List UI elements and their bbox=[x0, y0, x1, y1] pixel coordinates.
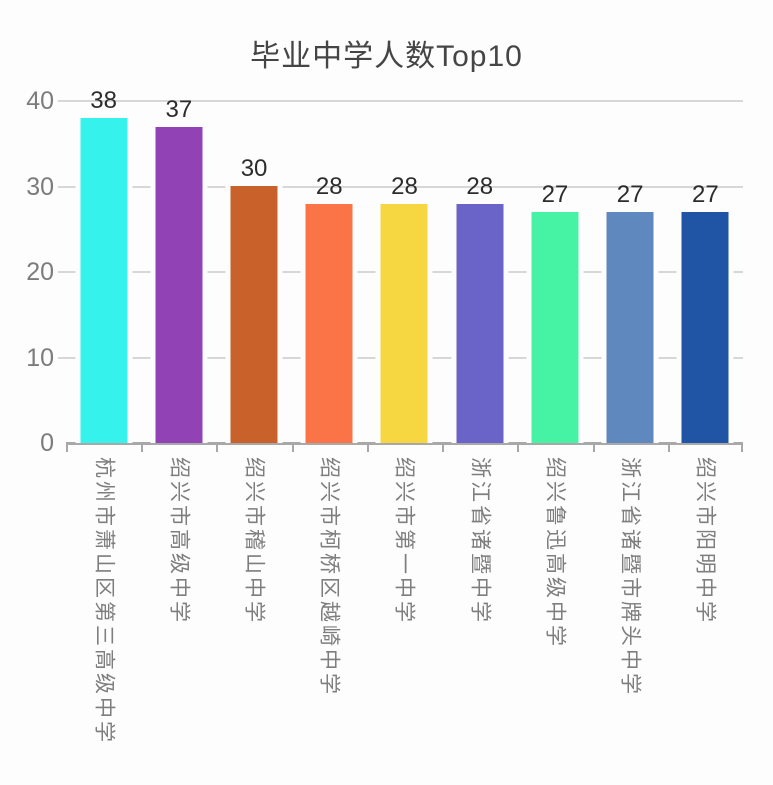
x-axis-tick bbox=[292, 444, 294, 452]
bar-1[interactable] bbox=[80, 118, 128, 443]
x-axis-tick bbox=[741, 444, 743, 452]
x-axis-tick bbox=[141, 444, 143, 452]
x-axis-label-text: 绍兴鲁迅高级中学 bbox=[543, 457, 567, 649]
bar-slot: 28 绍兴市柯桥区越崎中学 bbox=[292, 101, 367, 697]
y-tick-label-20: 20 bbox=[26, 258, 54, 286]
x-axis-label-text: 浙江省诸暨中学 bbox=[468, 457, 492, 625]
gridline-40 bbox=[58, 100, 743, 102]
x-axis-label-text: 绍兴市第一中学 bbox=[392, 457, 416, 625]
x-axis-tick bbox=[216, 444, 218, 452]
bar-slot: 37 绍兴市高级中学 bbox=[141, 97, 216, 625]
bar-value-label: 28 bbox=[391, 173, 418, 200]
x-axis-label-text: 杭州市萧山区第三高级中学 bbox=[92, 457, 116, 745]
bar-slot: 38 杭州市萧山区第三高级中学 bbox=[66, 88, 141, 745]
y-tick-label-30: 30 bbox=[26, 172, 54, 201]
bar-value-label: 28 bbox=[466, 173, 494, 200]
bar-value-label: 38 bbox=[90, 87, 117, 114]
y-tick-label-40: 40 bbox=[26, 87, 54, 115]
x-axis-tick bbox=[668, 444, 670, 452]
chart-title: 毕业中学人数Top10 bbox=[250, 40, 523, 73]
bar-value-label: 30 bbox=[240, 155, 268, 182]
bar-slot: 27 绍兴鲁迅高级中学 bbox=[517, 101, 592, 649]
gridline-30 bbox=[58, 185, 743, 188]
y-tick-label-0: 0 bbox=[40, 429, 54, 457]
bar-7[interactable] bbox=[531, 212, 579, 443]
bar-2[interactable] bbox=[155, 127, 203, 443]
bar-slot: 28 浙江省诸暨中学 bbox=[442, 101, 517, 625]
x-axis-tick bbox=[367, 444, 369, 452]
x-axis-label-text: 绍兴市柯桥区越崎中学 bbox=[317, 457, 341, 697]
bar-4[interactable] bbox=[305, 204, 353, 443]
plot-area: 0 10 20 30 40 38 杭州市萧山区第三高级中学 37 绍兴市高级中学 30 … bbox=[26, 87, 743, 745]
bar-slot: 30 绍兴市稽山中学 bbox=[216, 101, 291, 625]
x-axis-label-text: 绍兴市高级中学 bbox=[167, 457, 191, 625]
y-tick-label-10: 10 bbox=[26, 343, 54, 372]
x-axis-tick bbox=[517, 444, 519, 452]
bar-slot: 27 浙江省诸暨市牌头中学 bbox=[593, 101, 668, 697]
bar-value-label: 27 bbox=[692, 181, 719, 208]
bar-value-label: 27 bbox=[541, 181, 569, 208]
x-axis-label-text: 绍兴市阳明中学 bbox=[693, 457, 717, 625]
bar-5[interactable] bbox=[380, 204, 428, 443]
x-axis-tick bbox=[593, 444, 595, 452]
x-axis-label-text: 绍兴市稽山中学 bbox=[242, 457, 266, 625]
bar-3[interactable] bbox=[230, 186, 278, 443]
bar-slot: 27 绍兴市阳明中学 bbox=[668, 101, 743, 625]
x-axis-tick bbox=[66, 444, 68, 452]
x-axis-tick bbox=[442, 444, 444, 452]
bar-9[interactable] bbox=[681, 212, 729, 443]
bar-slot: 28 绍兴市第一中学 bbox=[367, 101, 442, 625]
bar-8[interactable] bbox=[606, 212, 654, 443]
bar-6[interactable] bbox=[456, 204, 504, 443]
bar-value-label: 37 bbox=[165, 96, 193, 123]
x-axis-line bbox=[66, 442, 743, 445]
bar-value-label: 28 bbox=[315, 173, 343, 200]
bar-value-label: 27 bbox=[616, 181, 644, 208]
x-axis-label-text: 浙江省诸暨市牌头中学 bbox=[618, 457, 642, 697]
